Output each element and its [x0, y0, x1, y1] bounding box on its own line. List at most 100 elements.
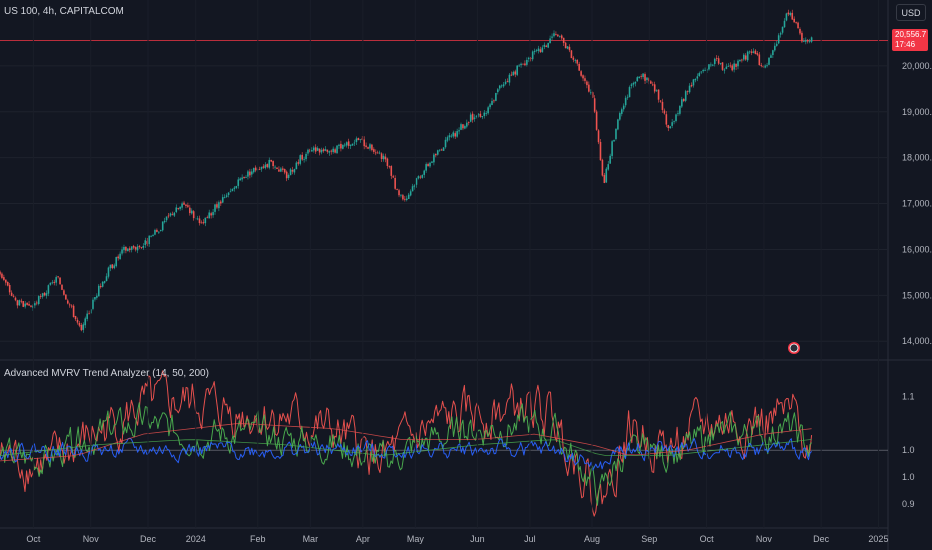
price-candle	[251, 171, 253, 175]
price-candle	[245, 177, 247, 178]
price-candle	[36, 302, 38, 304]
price-candle	[675, 114, 677, 122]
price-candle	[293, 169, 296, 173]
price-candle	[229, 191, 232, 193]
price-candle	[97, 285, 100, 297]
price-candle	[10, 292, 13, 296]
price-candle	[1, 273, 3, 278]
price-candle	[727, 65, 730, 67]
price-candle	[8, 284, 11, 293]
price-candle	[589, 92, 592, 94]
price-candle	[332, 148, 334, 153]
price-candle	[220, 201, 222, 204]
price-candle	[280, 168, 282, 172]
price-candle	[636, 77, 639, 82]
price-candle	[537, 48, 540, 51]
price-candle	[436, 150, 439, 155]
price-candle	[61, 284, 63, 290]
price-candle	[481, 116, 484, 118]
price-candle	[702, 69, 704, 72]
price-candle	[659, 100, 662, 102]
price-candle	[316, 148, 319, 151]
price-candle	[632, 82, 635, 85]
price-candle	[588, 84, 590, 92]
price-candle	[285, 171, 288, 179]
price-candle	[165, 216, 168, 221]
price-candle	[785, 13, 788, 21]
price-candle	[541, 47, 544, 53]
price-candle	[0, 271, 1, 275]
price-candle	[59, 277, 61, 285]
bar-countdown: 17:46	[895, 40, 916, 49]
price-candle	[221, 197, 224, 203]
price-candle	[252, 168, 255, 173]
price-candle	[713, 58, 716, 65]
price-candle	[318, 148, 321, 153]
price-candle	[167, 215, 170, 217]
price-candle	[243, 176, 245, 179]
price-candle	[739, 59, 741, 62]
price-candle	[605, 168, 608, 183]
currency-button[interactable]: USD	[896, 4, 926, 21]
economic-event-icon[interactable]	[788, 342, 800, 354]
price-candle	[99, 286, 102, 288]
price-candle	[405, 198, 408, 201]
price-candle	[768, 57, 770, 65]
price-candle	[677, 113, 679, 115]
price-candle	[163, 220, 166, 223]
price-candle	[485, 113, 487, 114]
price-candle	[76, 319, 79, 323]
price-candle	[524, 63, 526, 66]
price-candle	[553, 33, 555, 37]
price-candle	[231, 188, 234, 192]
price-candle	[136, 246, 139, 251]
price-candle	[770, 55, 772, 58]
price-candle	[378, 152, 381, 154]
symbol-title[interactable]: US 100, 4h, CAPITALCOM	[4, 6, 124, 17]
price-candle	[127, 248, 129, 252]
price-candle	[682, 98, 685, 102]
price-candle	[438, 149, 441, 151]
price-candle	[498, 85, 501, 89]
price-candle	[442, 147, 445, 151]
price-candle	[518, 65, 520, 67]
price-candle	[202, 222, 205, 224]
price-candle	[651, 84, 654, 86]
price-tick-label: 16,000.0	[902, 244, 932, 254]
price-candle	[24, 303, 26, 307]
price-candle	[394, 177, 396, 189]
price-candle	[130, 246, 133, 250]
price-candle	[620, 109, 623, 114]
price-candle	[506, 81, 509, 82]
price-tick-label: 15,000.0	[902, 290, 932, 300]
price-candle	[613, 139, 615, 142]
price-candle	[744, 55, 747, 60]
price-tick-label: 14,000.0	[902, 336, 932, 346]
price-candle	[320, 149, 323, 153]
price-candle	[469, 114, 472, 122]
indicator-title[interactable]: Advanced MVRV Trend Analyzer (14, 50, 20…	[4, 368, 209, 379]
time-tick-label: Jun	[470, 534, 485, 544]
price-candle	[723, 69, 726, 71]
price-candle	[810, 37, 813, 42]
price-candle	[150, 235, 152, 237]
price-candle	[123, 246, 125, 251]
price-candle	[760, 65, 763, 66]
price-candle	[132, 245, 135, 248]
price-candle	[497, 89, 499, 93]
indicator-series-line	[0, 437, 812, 471]
last-price-tag: 20,556.7 17:46	[892, 29, 928, 51]
price-candle	[520, 63, 522, 66]
price-candle	[22, 301, 25, 307]
price-candle	[669, 126, 672, 128]
price-candle	[351, 143, 354, 146]
price-candle	[427, 164, 429, 167]
price-candle	[781, 26, 784, 33]
price-candle	[549, 38, 551, 44]
price-candle	[741, 59, 743, 61]
price-candle	[359, 139, 362, 141]
price-candle	[460, 124, 462, 130]
price-candle	[105, 276, 108, 282]
price-candle	[653, 84, 656, 92]
